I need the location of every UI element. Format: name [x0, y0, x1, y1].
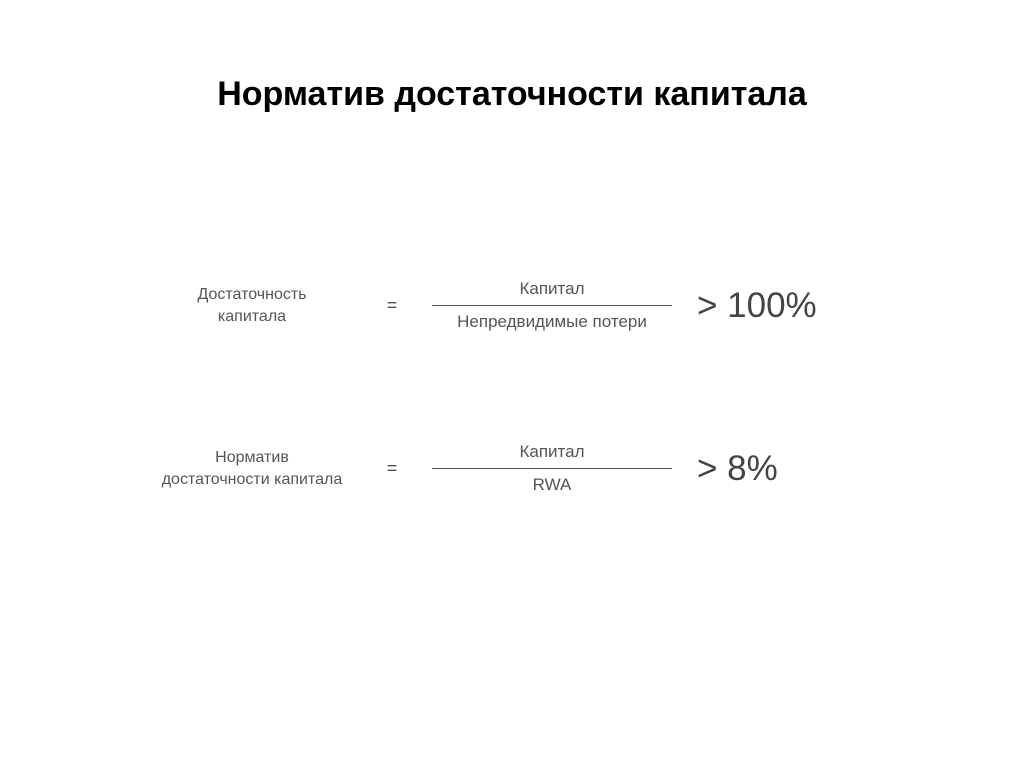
page-title: Норматив достаточности капитала: [0, 0, 1024, 114]
threshold: > 100%: [672, 286, 872, 326]
threshold: > 8%: [672, 449, 872, 489]
numerator: Капитал: [519, 442, 584, 468]
denominator: RWA: [533, 469, 572, 495]
fraction: Капитал RWA: [432, 442, 672, 495]
label-line-1: Норматив: [215, 449, 289, 466]
label-line-2: капитала: [218, 308, 286, 325]
formula-label: Норматив достаточности капитала: [152, 447, 352, 490]
formulas-container: Достаточность капитала = Капитал Непредв…: [0, 114, 1024, 495]
formula-label: Достаточность капитала: [152, 284, 352, 327]
denominator: Непредвидимые потери: [457, 306, 647, 332]
numerator: Капитал: [519, 279, 584, 305]
label-line-2: достаточности капитала: [162, 471, 343, 488]
formula-row-adequacy: Достаточность капитала = Капитал Непредв…: [0, 279, 1024, 332]
label-line-1: Достаточность: [197, 286, 306, 303]
fraction: Капитал Непредвидимые потери: [432, 279, 672, 332]
formula-row-regulatory: Норматив достаточности капитала = Капита…: [0, 442, 1024, 495]
equals-sign: =: [352, 295, 432, 316]
equals-sign: =: [352, 458, 432, 479]
